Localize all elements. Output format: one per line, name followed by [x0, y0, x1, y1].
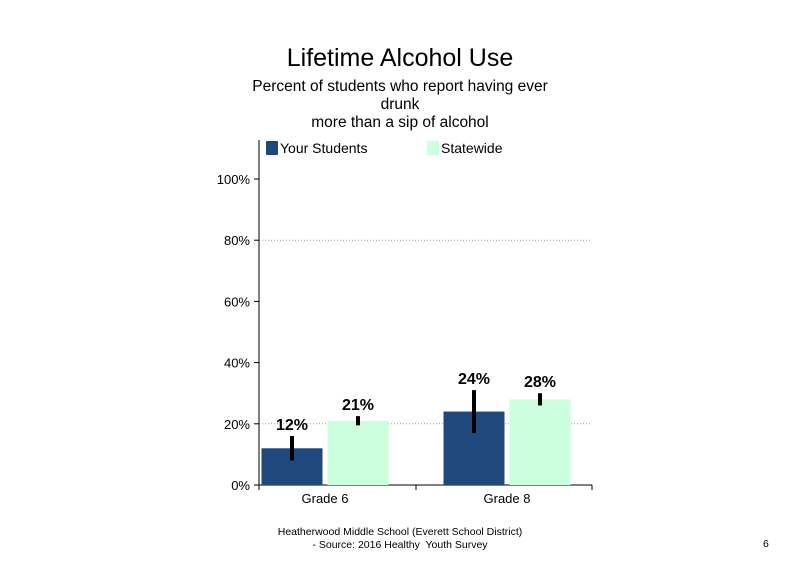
footer-school: Heatherwood Middle School (Everett Schoo…: [277, 526, 523, 538]
data-label: 21%: [342, 397, 374, 414]
data-label: 28%: [524, 374, 556, 391]
category-label: Grade 6: [302, 491, 349, 506]
y-tick-label: 0%: [231, 478, 250, 493]
subtitle-line-2: drunk: [380, 96, 420, 113]
page-number: 6: [763, 538, 769, 550]
legend-label-your-students: Your Students: [280, 140, 367, 156]
legend-swatch-statewide: [427, 141, 439, 155]
bar: [509, 399, 571, 485]
subtitle-line-3: more than a sip of alcohol: [311, 114, 489, 131]
data-label: 24%: [458, 371, 490, 388]
subtitle-line-1: Percent of students who report having ev…: [252, 78, 548, 95]
chart-title: Lifetime Alcohol Use: [286, 44, 514, 72]
y-tick-label: 80%: [224, 233, 250, 248]
data-label: 12%: [276, 417, 308, 434]
y-tick-label: 40%: [224, 356, 250, 371]
chart-subtitle: Percent of students who report having ev…: [235, 78, 565, 132]
bar: [327, 420, 389, 485]
y-tick-label: 60%: [224, 294, 250, 309]
legend-label-statewide: Statewide: [441, 140, 503, 156]
y-tick-label: 100%: [217, 172, 251, 187]
footer: Heatherwood Middle School (Everett Schoo…: [0, 526, 800, 552]
legend-swatch-your-students: [266, 141, 278, 155]
category-label: Grade 8: [484, 491, 531, 506]
y-tick-label: 20%: [224, 417, 250, 432]
footer-source: - Source: 2016 Healthy Youth Survey: [312, 539, 488, 551]
